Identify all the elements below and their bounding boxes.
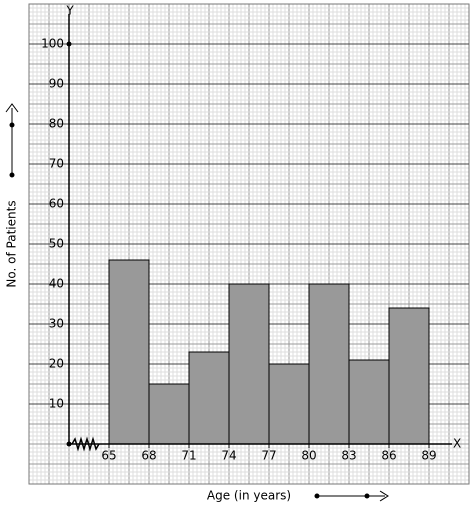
y-tick-label: 60 bbox=[49, 197, 64, 211]
y-tick-label: 100 bbox=[41, 37, 64, 51]
axis-break bbox=[71, 436, 100, 452]
bar bbox=[108, 259, 150, 445]
arrow-decoration bbox=[5, 103, 389, 502]
bar bbox=[308, 283, 350, 445]
plot: 10 20 30 40 50 60 70 80 90 100 65 68 71 74 77 80 83 86 89 X… bbox=[29, 4, 469, 463]
bar bbox=[388, 307, 430, 445]
y-tick-label: 10 bbox=[49, 397, 64, 411]
x-tick-label: 83 bbox=[341, 449, 356, 463]
x-tick-label: 65 bbox=[101, 449, 116, 463]
x-tick-label: 77 bbox=[261, 449, 276, 463]
y-tick-label: 40 bbox=[49, 277, 64, 291]
x-tick-label: 89 bbox=[421, 449, 436, 463]
x-axis-label: Age (in years) bbox=[207, 489, 291, 503]
x-tick-label: 71 bbox=[181, 449, 196, 463]
y-tick-label: 30 bbox=[49, 317, 64, 331]
x-axis-name: X bbox=[453, 437, 461, 451]
x-tick-label: 74 bbox=[221, 449, 236, 463]
bar bbox=[268, 363, 310, 445]
y-tick-label: 50 bbox=[49, 237, 64, 251]
bar bbox=[188, 351, 230, 445]
x-tick-label: 80 bbox=[301, 449, 316, 463]
bar bbox=[228, 283, 270, 445]
y-tick-label: 90 bbox=[49, 77, 64, 91]
axis-dot bbox=[66, 41, 72, 47]
x-tick-label: 86 bbox=[381, 449, 396, 463]
bar bbox=[148, 383, 190, 445]
y-axis-label: No. of Patients bbox=[5, 200, 19, 287]
y-tick-label: 70 bbox=[49, 157, 64, 171]
y-axis-name: Y bbox=[65, 4, 74, 18]
y-tick-label: 80 bbox=[49, 117, 64, 131]
origin-dot bbox=[66, 441, 72, 447]
x-tick-label: 68 bbox=[141, 449, 156, 463]
bar bbox=[348, 359, 390, 445]
y-tick-label: 20 bbox=[49, 357, 64, 371]
